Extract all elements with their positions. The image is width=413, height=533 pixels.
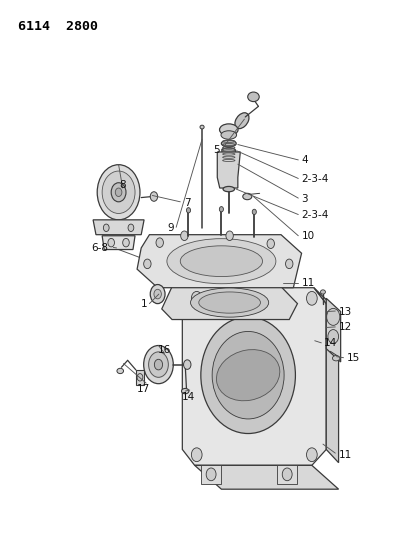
Ellipse shape bbox=[199, 125, 204, 129]
Ellipse shape bbox=[190, 288, 268, 317]
Polygon shape bbox=[217, 152, 240, 188]
Text: 2-3-4: 2-3-4 bbox=[301, 174, 328, 184]
Circle shape bbox=[327, 329, 338, 343]
Ellipse shape bbox=[216, 350, 279, 401]
Ellipse shape bbox=[247, 92, 259, 102]
Polygon shape bbox=[194, 465, 338, 489]
Circle shape bbox=[143, 259, 151, 269]
Circle shape bbox=[103, 224, 109, 231]
Text: 16: 16 bbox=[158, 345, 171, 355]
Circle shape bbox=[102, 171, 135, 214]
Polygon shape bbox=[161, 287, 297, 319]
Circle shape bbox=[128, 224, 133, 231]
Text: 1: 1 bbox=[140, 298, 147, 309]
Polygon shape bbox=[137, 235, 301, 288]
Circle shape bbox=[148, 352, 168, 377]
Ellipse shape bbox=[219, 124, 237, 135]
Circle shape bbox=[191, 292, 202, 305]
Ellipse shape bbox=[320, 290, 325, 294]
Text: 2-3-4: 2-3-4 bbox=[301, 210, 328, 220]
Text: 12: 12 bbox=[338, 322, 351, 333]
Text: 10: 10 bbox=[301, 231, 314, 241]
Text: 4: 4 bbox=[301, 156, 307, 165]
Ellipse shape bbox=[211, 332, 283, 419]
Text: 17: 17 bbox=[136, 384, 150, 394]
Circle shape bbox=[154, 289, 161, 299]
Ellipse shape bbox=[116, 368, 123, 374]
Ellipse shape bbox=[180, 246, 262, 277]
Polygon shape bbox=[325, 298, 340, 362]
Polygon shape bbox=[182, 288, 325, 465]
Circle shape bbox=[266, 239, 274, 248]
Ellipse shape bbox=[166, 239, 275, 284]
Circle shape bbox=[206, 468, 216, 481]
Ellipse shape bbox=[221, 131, 236, 139]
Ellipse shape bbox=[200, 317, 295, 433]
Circle shape bbox=[156, 238, 163, 247]
Ellipse shape bbox=[223, 187, 234, 192]
Ellipse shape bbox=[332, 356, 339, 361]
Text: 6114  2800: 6114 2800 bbox=[18, 20, 97, 33]
Ellipse shape bbox=[181, 389, 188, 394]
Polygon shape bbox=[313, 288, 338, 463]
Circle shape bbox=[252, 209, 256, 215]
Text: 5: 5 bbox=[212, 145, 219, 155]
Text: 14: 14 bbox=[181, 392, 195, 402]
Polygon shape bbox=[276, 465, 297, 484]
Circle shape bbox=[225, 231, 233, 240]
Text: 7: 7 bbox=[184, 198, 190, 208]
Text: 11: 11 bbox=[338, 450, 351, 460]
Text: 3: 3 bbox=[301, 193, 307, 204]
Circle shape bbox=[326, 309, 339, 325]
Circle shape bbox=[183, 360, 190, 369]
Circle shape bbox=[122, 238, 129, 247]
Circle shape bbox=[219, 207, 223, 212]
Text: 11: 11 bbox=[301, 278, 314, 288]
Circle shape bbox=[306, 292, 316, 305]
Circle shape bbox=[137, 374, 142, 381]
Ellipse shape bbox=[221, 140, 236, 147]
Circle shape bbox=[180, 231, 188, 240]
Polygon shape bbox=[93, 220, 144, 235]
Ellipse shape bbox=[221, 148, 235, 154]
Circle shape bbox=[143, 345, 173, 384]
Circle shape bbox=[150, 285, 165, 304]
Circle shape bbox=[191, 448, 202, 462]
Text: 14: 14 bbox=[323, 338, 337, 349]
Circle shape bbox=[282, 468, 292, 481]
Polygon shape bbox=[200, 465, 221, 484]
Circle shape bbox=[306, 448, 316, 462]
Text: 8: 8 bbox=[119, 180, 126, 190]
Polygon shape bbox=[102, 236, 135, 249]
Circle shape bbox=[97, 165, 140, 220]
Text: 15: 15 bbox=[346, 353, 359, 362]
Text: 9: 9 bbox=[167, 223, 174, 233]
Circle shape bbox=[186, 208, 190, 213]
Text: 13: 13 bbox=[338, 306, 351, 317]
Circle shape bbox=[111, 183, 126, 202]
Ellipse shape bbox=[242, 193, 251, 200]
Polygon shape bbox=[135, 370, 143, 385]
Circle shape bbox=[285, 259, 292, 269]
Circle shape bbox=[115, 188, 121, 197]
Circle shape bbox=[150, 192, 157, 201]
Circle shape bbox=[108, 238, 114, 247]
Text: 6-8: 6-8 bbox=[91, 243, 108, 253]
Circle shape bbox=[154, 359, 162, 370]
Ellipse shape bbox=[198, 292, 260, 313]
Ellipse shape bbox=[234, 113, 248, 128]
